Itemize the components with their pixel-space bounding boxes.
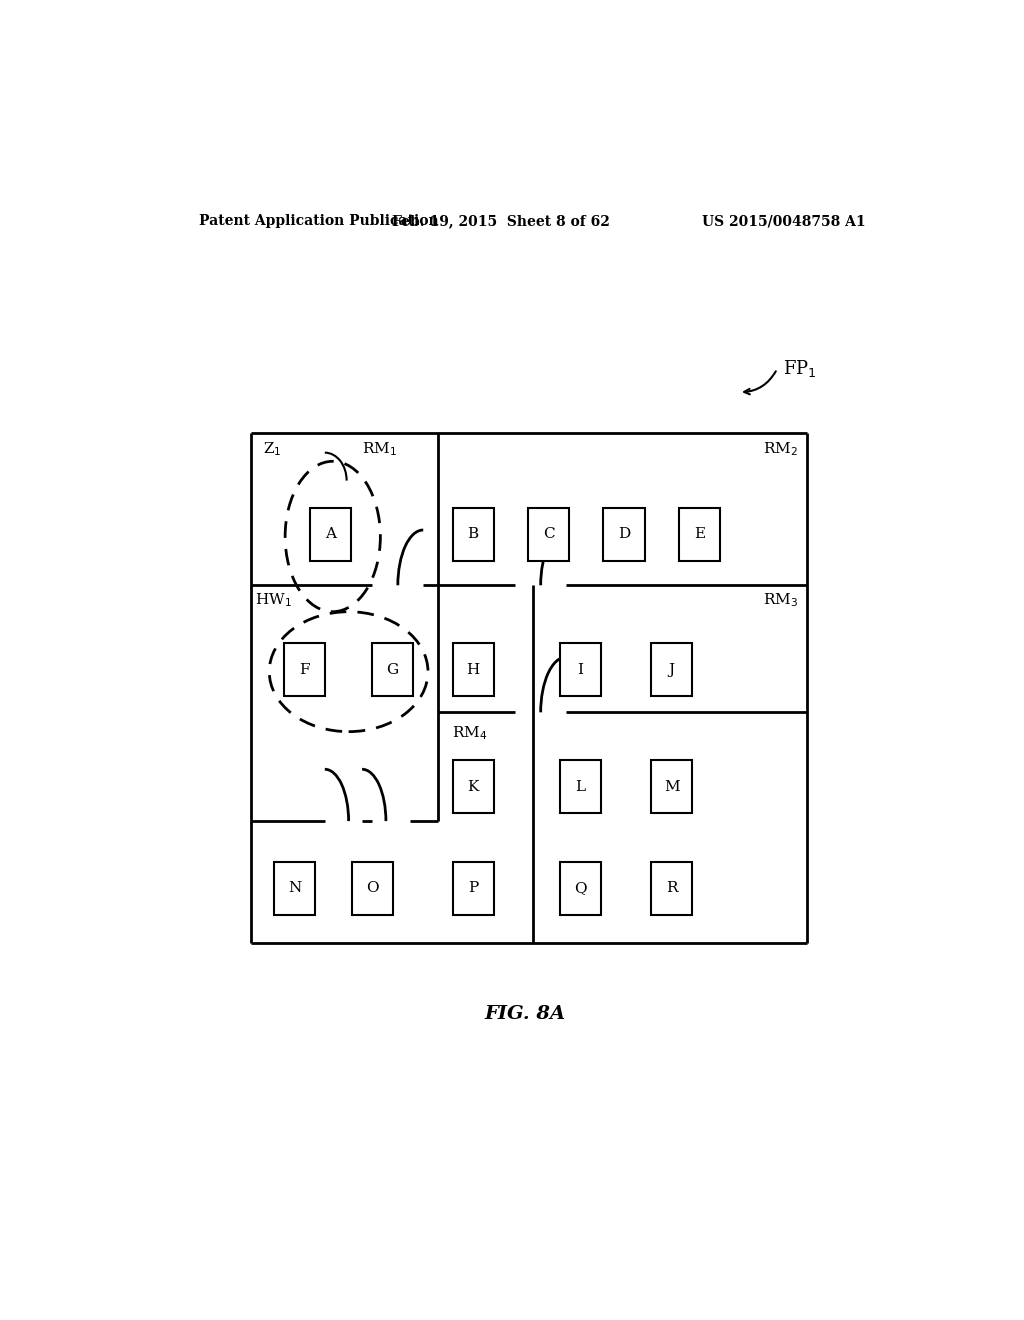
- FancyBboxPatch shape: [453, 760, 494, 813]
- FancyBboxPatch shape: [651, 643, 692, 696]
- FancyBboxPatch shape: [453, 862, 494, 915]
- FancyBboxPatch shape: [274, 862, 315, 915]
- FancyBboxPatch shape: [352, 862, 393, 915]
- Text: M: M: [664, 780, 680, 793]
- Text: Feb. 19, 2015  Sheet 8 of 62: Feb. 19, 2015 Sheet 8 of 62: [392, 214, 610, 228]
- Text: Patent Application Publication: Patent Application Publication: [200, 214, 439, 228]
- Text: E: E: [694, 528, 705, 541]
- Text: N: N: [288, 882, 301, 895]
- Text: RM$_2$: RM$_2$: [763, 441, 798, 458]
- Text: G: G: [386, 663, 398, 677]
- Text: FP$_1$: FP$_1$: [782, 358, 816, 379]
- Text: C: C: [543, 528, 554, 541]
- Text: Z$_1$: Z$_1$: [263, 441, 282, 458]
- FancyBboxPatch shape: [603, 508, 645, 561]
- Text: RM$_4$: RM$_4$: [452, 723, 487, 742]
- Text: HW$_1$: HW$_1$: [255, 591, 292, 610]
- FancyBboxPatch shape: [560, 862, 601, 915]
- FancyBboxPatch shape: [679, 508, 720, 561]
- Text: Q: Q: [574, 882, 587, 895]
- FancyBboxPatch shape: [560, 760, 601, 813]
- FancyBboxPatch shape: [651, 862, 692, 915]
- Text: FIG. 8A: FIG. 8A: [484, 1006, 565, 1023]
- FancyBboxPatch shape: [528, 508, 569, 561]
- Text: K: K: [468, 780, 479, 793]
- Text: I: I: [578, 663, 584, 677]
- Text: US 2015/0048758 A1: US 2015/0048758 A1: [702, 214, 866, 228]
- Text: O: O: [367, 882, 379, 895]
- FancyBboxPatch shape: [453, 508, 494, 561]
- FancyBboxPatch shape: [453, 643, 494, 696]
- Text: R: R: [666, 882, 677, 895]
- Text: RM$_1$: RM$_1$: [362, 441, 397, 458]
- Text: J: J: [669, 663, 675, 677]
- FancyBboxPatch shape: [372, 643, 413, 696]
- Text: L: L: [575, 780, 586, 793]
- FancyBboxPatch shape: [309, 508, 351, 561]
- FancyBboxPatch shape: [651, 760, 692, 813]
- Text: B: B: [468, 528, 479, 541]
- Text: F: F: [299, 663, 309, 677]
- Text: RM$_3$: RM$_3$: [763, 591, 798, 610]
- FancyBboxPatch shape: [560, 643, 601, 696]
- Text: H: H: [467, 663, 480, 677]
- FancyBboxPatch shape: [284, 643, 325, 696]
- Text: D: D: [617, 528, 630, 541]
- Text: A: A: [325, 528, 336, 541]
- Text: P: P: [468, 882, 478, 895]
